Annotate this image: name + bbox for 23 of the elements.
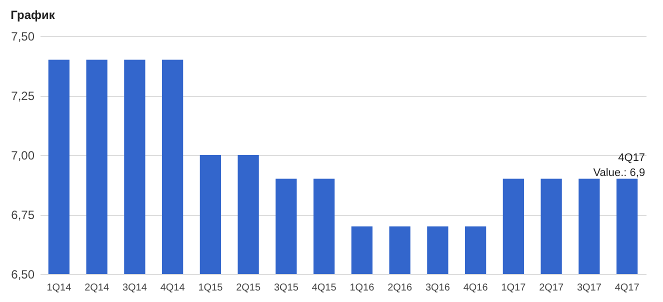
x-tick-label: 2Q15 [236, 282, 261, 294]
x-tick-label: 4Q17 [614, 282, 640, 294]
x-tick-label: 1Q15 [198, 282, 224, 294]
x-tick-label: 2Q14 [84, 282, 110, 294]
annotation: 4Q17 Value.: 6,9 [593, 152, 646, 179]
x-tick-label: 1Q16 [350, 282, 375, 294]
x-tick-label: 1Q14 [46, 282, 72, 294]
x-tick-label: 1Q17 [501, 282, 526, 294]
x-tick-label: 2Q17 [539, 282, 564, 294]
x-tick-label: 3Q16 [425, 282, 450, 294]
y-tick-label: 7,50 [11, 30, 35, 44]
x-tick-label: 3Q15 [274, 282, 299, 294]
y-tick-label: 6,75 [11, 208, 35, 222]
y-tick-label: 7,00 [11, 148, 35, 162]
y-tick-label: 6,50 [11, 268, 35, 282]
x-tick-label: 4Q15 [312, 282, 337, 294]
x-tick-label: 3Q14 [122, 282, 148, 294]
x-tick-label: 4Q16 [463, 282, 488, 294]
x-tick-label: 2Q16 [388, 282, 412, 294]
x-tick-label: 4Q14 [160, 282, 186, 294]
y-tick-label: 7,25 [11, 89, 35, 103]
chart-title: График [10, 8, 56, 22]
x-tick-label: 3Q17 [576, 282, 602, 294]
